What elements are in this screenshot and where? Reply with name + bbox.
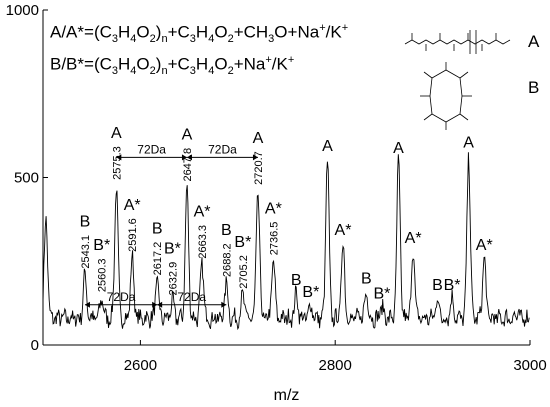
legend-formula-b: B/B*=(C3H4O2)n+C3H4O2+Na+/K+ [50, 54, 295, 78]
x-tick-label: 3000 [513, 357, 546, 374]
arrow-head-left [186, 154, 192, 161]
peak-series-label: A [393, 140, 404, 157]
peak-series-label: B [152, 220, 163, 237]
peak-mz-label: 2647.8 [182, 148, 194, 182]
spacing-label: 72Da [177, 290, 206, 304]
structure-sketches [404, 30, 511, 130]
peak-mz-label: 2688.2 [221, 243, 233, 277]
peak-mz-label: 2720.7 [253, 151, 265, 185]
arrow-head-left [157, 301, 163, 308]
peak-series-label: A [111, 125, 122, 142]
legend-label-b: B [528, 78, 540, 97]
peak-mz-label: 2617.2 [152, 242, 164, 276]
peak-series-label: A [182, 127, 193, 144]
peak-mz-label: 2591.6 [127, 218, 139, 252]
peak-mz-label: 2575.3 [111, 146, 123, 180]
x-tick-label: 2800 [319, 357, 352, 374]
peak-series-label: A* [335, 222, 352, 239]
y-tick-label: 1000 [6, 2, 39, 19]
x-axis-title: m/z [274, 387, 300, 404]
arrow-head-right [181, 154, 187, 161]
x-tick-label: 2600 [124, 357, 157, 374]
peak-series-label: A [463, 135, 474, 152]
arrow-head-right [221, 301, 227, 308]
peak-mz-label: 2560.3 [97, 258, 109, 292]
peak-series-label: A [253, 130, 264, 147]
arrow-head-left [84, 301, 90, 308]
spacing-label: 72Da [107, 290, 136, 304]
structure-a-sketch [404, 30, 511, 54]
peak-series-label: B* [302, 284, 319, 301]
peak-series-label: B [80, 214, 91, 231]
arrow-head-right [152, 301, 158, 308]
peak-mz-label: 2705.2 [238, 255, 250, 289]
arrow-head-left [116, 154, 122, 161]
peak-series-label: B* [444, 277, 461, 294]
peak-series-label: A* [124, 197, 141, 214]
legend-label-a: A [528, 32, 540, 51]
peak-series-label: B [361, 270, 372, 287]
peak-series-label: B* [93, 237, 110, 254]
spacing-label: 72Da [137, 142, 166, 156]
y-tick-label: 0 [31, 337, 39, 354]
peak-mz-label: 2543.1 [80, 235, 92, 269]
peak-series-label: B* [234, 234, 251, 251]
arrow-head-right [252, 154, 258, 161]
peak-series-label: B [291, 272, 302, 289]
spacing-label: 72Da [208, 142, 237, 156]
peak-series-label: B* [373, 285, 390, 302]
spectrum-trace [42, 152, 530, 331]
peak-series-label: B [432, 277, 443, 294]
structure-b-sketch [420, 62, 472, 130]
peak-series-label: A [322, 138, 333, 155]
peak-series-label: A* [476, 237, 493, 254]
peak-mz-label: 2736.5 [268, 222, 280, 256]
peak-mz-label: 2632.9 [167, 262, 179, 296]
y-tick-label: 500 [14, 170, 39, 187]
peak-mz-label: 2663.3 [197, 225, 209, 259]
peak-series-label: B [221, 222, 232, 239]
peak-series-label: A* [405, 230, 422, 247]
legend-formula-a: A/A*=(C3H4O2)n+C3H4O2+CH3O+Na+/K+ [50, 22, 349, 46]
axes: 0 500 1000 2600 2800 3000 m/z [6, 2, 547, 404]
spectrum-trace-group [42, 152, 530, 331]
peak-series-label: B* [164, 240, 181, 257]
peak-series-label: A* [265, 200, 282, 217]
peak-series-label: A* [194, 204, 211, 221]
